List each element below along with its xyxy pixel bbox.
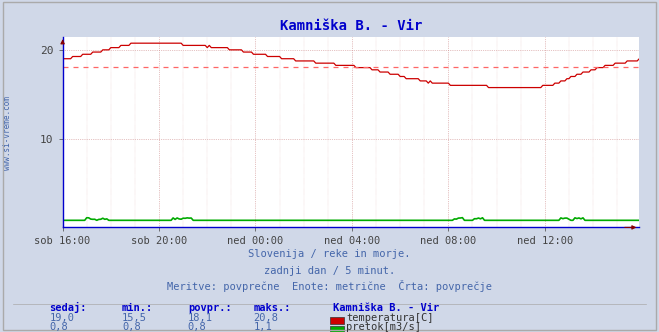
Text: Kamniška B. - Vir: Kamniška B. - Vir (333, 303, 439, 313)
Text: 20,8: 20,8 (254, 313, 279, 323)
Text: povpr.:: povpr.: (188, 303, 231, 313)
Text: 19,0: 19,0 (49, 313, 74, 323)
Text: www.si-vreme.com: www.si-vreme.com (3, 96, 13, 170)
Text: zadnji dan / 5 minut.: zadnji dan / 5 minut. (264, 266, 395, 276)
Text: min.:: min.: (122, 303, 153, 313)
Title: Kamniška B. - Vir: Kamniška B. - Vir (279, 19, 422, 33)
Text: sedaj:: sedaj: (49, 302, 87, 313)
Text: 15,5: 15,5 (122, 313, 147, 323)
Text: 0,8: 0,8 (188, 322, 206, 332)
Text: 18,1: 18,1 (188, 313, 213, 323)
Text: Slovenija / reke in morje.: Slovenija / reke in morje. (248, 249, 411, 259)
Text: pretok[m3/s]: pretok[m3/s] (346, 322, 421, 332)
Text: 1,1: 1,1 (254, 322, 272, 332)
Text: 0,8: 0,8 (49, 322, 68, 332)
Text: maks.:: maks.: (254, 303, 291, 313)
Text: Meritve: povprečne  Enote: metrične  Črta: povprečje: Meritve: povprečne Enote: metrične Črta:… (167, 281, 492, 292)
Text: temperatura[C]: temperatura[C] (346, 313, 434, 323)
Text: 0,8: 0,8 (122, 322, 140, 332)
